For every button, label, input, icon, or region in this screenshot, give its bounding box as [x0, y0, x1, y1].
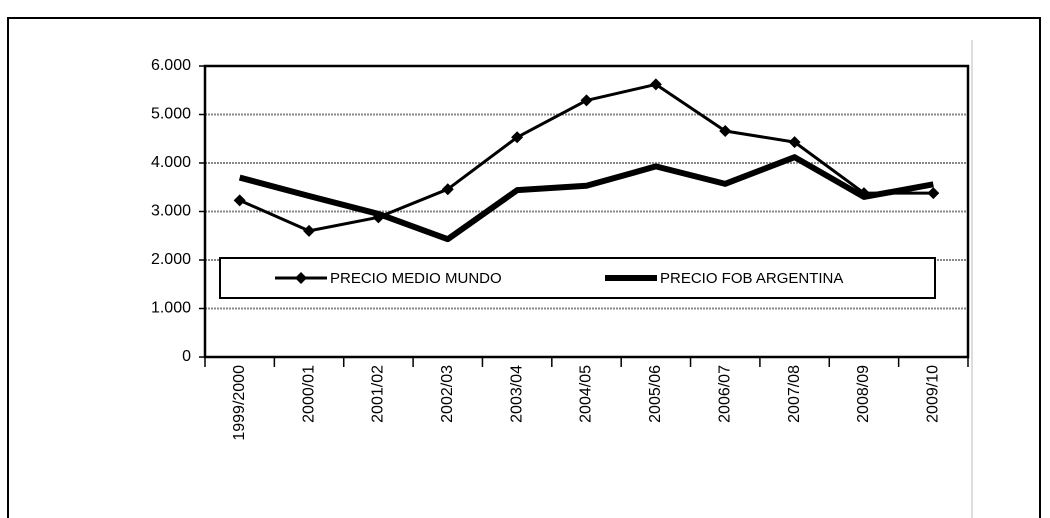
x-tick-label: 2003/04	[508, 365, 525, 423]
x-tick-label: 2005/06	[647, 365, 664, 423]
y-tick-label: 1.000	[151, 300, 191, 317]
y-tick-label: 4.000	[151, 154, 191, 171]
legend-label: PRECIO FOB ARGENTINA	[660, 270, 843, 287]
x-tick-label: 2000/01	[300, 365, 317, 423]
marker	[788, 136, 801, 149]
marker	[233, 194, 246, 207]
y-tick-label: 2.000	[151, 251, 191, 268]
marker	[649, 78, 662, 91]
y-tick-label: 6.000	[151, 57, 191, 74]
x-tick-label: 2007/08	[786, 365, 803, 423]
marker	[303, 224, 316, 237]
marker	[441, 183, 454, 196]
y-tick-label: 0	[182, 348, 191, 365]
y-tick-label: 5.000	[151, 106, 191, 123]
y-tick-label: 3.000	[151, 203, 191, 220]
legend: PRECIO MEDIO MUNDO PRECIO FOB ARGENTINA	[219, 257, 936, 299]
marker	[511, 131, 524, 144]
marker	[719, 124, 732, 137]
x-tick-label: 2004/05	[578, 365, 595, 423]
x-tick-label: 1999/2000	[231, 365, 248, 441]
legend-box	[219, 257, 936, 299]
legend-label: PRECIO MEDIO MUNDO	[330, 270, 502, 287]
plot-border	[203, 64, 970, 359]
series-line	[238, 154, 934, 243]
x-tick-label: 2006/07	[716, 365, 733, 423]
x-tick-label: 2001/02	[370, 365, 387, 423]
legend-marker	[295, 272, 307, 284]
x-tick-label: 2002/03	[439, 365, 456, 423]
marker	[927, 187, 940, 200]
x-tick-label: 2008/09	[855, 365, 872, 423]
x-tick-label: 2009/10	[925, 365, 942, 423]
marker	[580, 94, 593, 107]
